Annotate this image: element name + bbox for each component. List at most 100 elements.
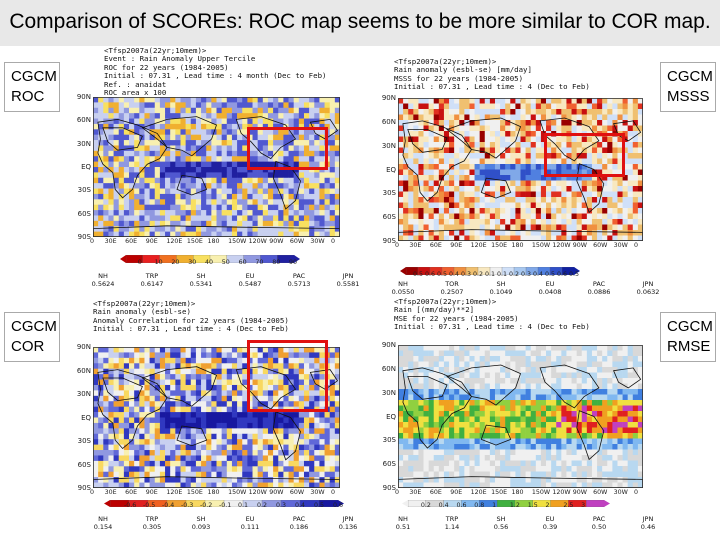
lon-tick-label: 30E bbox=[104, 238, 117, 245]
heatmap-cell bbox=[278, 177, 284, 184]
heatmap-cell bbox=[617, 175, 623, 181]
heatmap-cell bbox=[108, 450, 114, 456]
heatmap-cell bbox=[484, 153, 491, 159]
colorbar-tick-label: 0.4 bbox=[295, 502, 306, 509]
heatmap-cell bbox=[185, 374, 192, 380]
heatmap-cell bbox=[576, 350, 583, 357]
heatmap-cell bbox=[581, 372, 588, 379]
heatmap-cell bbox=[494, 120, 501, 126]
heatmap-cell bbox=[134, 422, 140, 429]
heatmap-cell bbox=[500, 202, 506, 209]
heatmap-cell bbox=[180, 129, 186, 135]
heatmap-cell bbox=[293, 183, 300, 189]
heatmap-cell bbox=[413, 345, 419, 351]
heatmap-cell bbox=[474, 208, 480, 214]
heatmap-cell bbox=[278, 384, 284, 391]
heatmap-cell bbox=[201, 384, 207, 391]
heatmap-cell bbox=[201, 482, 207, 488]
heatmap-cell bbox=[324, 183, 331, 189]
colorbar-svg bbox=[120, 254, 300, 264]
heatmap-cell bbox=[535, 400, 542, 406]
heatmap-cell bbox=[309, 156, 315, 162]
heatmap-cell bbox=[423, 427, 429, 434]
heatmap-cell bbox=[443, 158, 450, 165]
heatmap-cell bbox=[123, 215, 130, 222]
heatmap-cell bbox=[118, 156, 125, 162]
heatmap-cell bbox=[510, 125, 516, 132]
heatmap-cell bbox=[129, 374, 135, 380]
heatmap-cell bbox=[443, 114, 450, 121]
heatmap-cell bbox=[329, 150, 336, 157]
heatmap-cell bbox=[433, 153, 440, 159]
heatmap-cell bbox=[546, 213, 552, 220]
heatmap-cell bbox=[484, 378, 491, 384]
heatmap-cell bbox=[144, 422, 150, 429]
lat-tick-label: 60S bbox=[77, 460, 91, 469]
heatmap-cell bbox=[108, 183, 114, 189]
heatmap-cell bbox=[195, 107, 202, 114]
heatmap-cell bbox=[123, 199, 130, 205]
heatmap-cell bbox=[398, 175, 404, 181]
heatmap-cell bbox=[571, 361, 577, 368]
heatmap-cell bbox=[165, 183, 171, 189]
heatmap-cell bbox=[123, 188, 130, 195]
heatmap-cell bbox=[329, 368, 336, 375]
heatmap-cell bbox=[324, 107, 331, 114]
heatmap-cell bbox=[612, 444, 618, 450]
heatmap-cell bbox=[535, 416, 542, 423]
heatmap-cell bbox=[293, 204, 300, 211]
heatmap-cell bbox=[278, 466, 284, 473]
heatmap-cell bbox=[118, 215, 125, 222]
heatmap-cell bbox=[398, 416, 404, 423]
heatmap-cell bbox=[591, 367, 598, 373]
heatmap-cell bbox=[165, 466, 171, 473]
heatmap-cell bbox=[257, 417, 264, 424]
heatmap-cell bbox=[314, 417, 320, 424]
heatmap-cell bbox=[139, 428, 145, 435]
heatmap-cell bbox=[622, 444, 628, 450]
heatmap-cell bbox=[398, 438, 404, 445]
heatmap-cell bbox=[319, 220, 325, 227]
heatmap-cell bbox=[540, 175, 547, 181]
heatmap-cell bbox=[433, 169, 440, 176]
heatmap-cell bbox=[190, 193, 197, 200]
heatmap-cell bbox=[591, 400, 598, 406]
heatmap-cell bbox=[510, 224, 516, 231]
heatmap-cell bbox=[303, 379, 310, 386]
heatmap-cell bbox=[319, 161, 325, 168]
heatmap-cell bbox=[546, 345, 552, 351]
heatmap-cell bbox=[293, 433, 300, 440]
lat-tick-label: 90S bbox=[77, 484, 91, 492]
heatmap-cell bbox=[418, 444, 424, 450]
heatmap-cell bbox=[293, 156, 300, 162]
heatmap-cell bbox=[617, 383, 623, 390]
heatmap-cell bbox=[267, 482, 274, 488]
heatmap-cell bbox=[520, 350, 526, 357]
heatmap-cell bbox=[98, 455, 104, 462]
heatmap-cell bbox=[535, 350, 542, 357]
heatmap-cell bbox=[597, 136, 603, 143]
heatmap-cell bbox=[556, 136, 562, 143]
heatmap-cell bbox=[403, 427, 409, 434]
lon-tick-label: 0 bbox=[90, 238, 95, 245]
heatmap-cell bbox=[165, 439, 171, 445]
heatmap-cell bbox=[257, 363, 264, 369]
heatmap-cell bbox=[242, 412, 248, 418]
heatmap-cell bbox=[211, 444, 217, 451]
heatmap-cell bbox=[149, 401, 156, 407]
heatmap-cell bbox=[226, 379, 233, 386]
heatmap-cell bbox=[403, 372, 409, 379]
heatmap-cell bbox=[607, 383, 613, 390]
heatmap-cell bbox=[334, 97, 340, 103]
heatmap-cell bbox=[211, 220, 217, 227]
heatmap-cell bbox=[231, 118, 238, 125]
heatmap-cell bbox=[566, 169, 572, 176]
heatmap-cell bbox=[129, 193, 135, 200]
heatmap-cell bbox=[500, 449, 506, 456]
heatmap-cell bbox=[540, 180, 547, 187]
heatmap-cell bbox=[438, 98, 445, 104]
heatmap-cell bbox=[139, 215, 145, 222]
heatmap-cell bbox=[454, 400, 460, 406]
heatmap-cell bbox=[293, 113, 300, 119]
heatmap-cell bbox=[257, 455, 264, 462]
